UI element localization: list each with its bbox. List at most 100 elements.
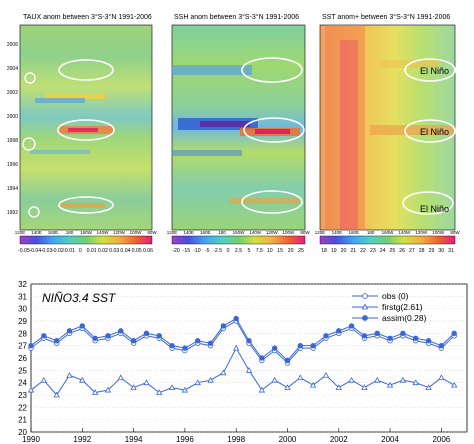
data-point xyxy=(232,344,240,351)
y-tick-label: 2000 xyxy=(7,114,18,120)
colorbar-label: 30 xyxy=(438,248,444,254)
x-tick-label: 1994 xyxy=(125,435,143,444)
data-point xyxy=(271,345,278,351)
data-point xyxy=(322,371,330,378)
x-tick-label: 140E xyxy=(332,230,343,235)
x-tick-label: 120W xyxy=(266,230,279,235)
colorbar-label: 25 xyxy=(298,248,304,254)
data-point xyxy=(399,376,407,383)
grid xyxy=(31,283,467,433)
x-tick-label: 100W xyxy=(282,230,295,235)
colorbar-label: 0.05 xyxy=(132,248,142,254)
x-tick-label: 140W xyxy=(249,230,262,235)
colorbar-label: 24 xyxy=(380,248,386,254)
data-point xyxy=(323,333,329,339)
x-tick-label: 1992 xyxy=(73,435,91,444)
x-tick-label: 1996 xyxy=(176,435,194,444)
colorbar-label: 18 xyxy=(321,248,327,254)
data-point xyxy=(271,376,278,383)
x-tick-label: 160E xyxy=(200,230,211,235)
legend-label: firstg(2.61) xyxy=(382,302,423,312)
panel-taux-xticks: 120E 140E 160E 180 160W 140W 120W 100W 80W xyxy=(15,230,158,235)
data-point xyxy=(195,338,201,344)
x-tick-label: 160W xyxy=(233,230,246,235)
y-tick-label: 25 xyxy=(18,366,27,375)
hovmoller-panels: TAUX anom between 3°S-3°N 1991-2006 120E… xyxy=(7,13,461,254)
x-tick-label: 80W xyxy=(300,230,310,235)
panel-taux-yticks: 1992 1994 1996 1998 2000 2002 2004 2006 xyxy=(7,42,18,216)
colorbar-label: -0.02 xyxy=(52,248,64,254)
data-point xyxy=(361,384,368,390)
data-point xyxy=(451,330,457,337)
data-point xyxy=(386,381,394,388)
data-point xyxy=(310,342,316,349)
data-point xyxy=(259,355,265,361)
colorbar-label: 20 xyxy=(341,248,347,254)
colorbar-label: 7.5 xyxy=(256,248,263,254)
data-point xyxy=(438,342,445,349)
series-lines xyxy=(27,315,458,398)
data-point xyxy=(66,371,73,378)
x-tick-label: 80W xyxy=(147,230,157,235)
x-tick-label: 120E xyxy=(167,230,178,235)
data-point xyxy=(194,379,201,386)
data-point xyxy=(361,333,368,339)
legend-marker xyxy=(362,315,368,321)
data-point xyxy=(117,374,124,381)
data-point xyxy=(297,342,303,349)
colorbar-label: 0.06 xyxy=(143,248,153,254)
colorbar-label: -0.01 xyxy=(63,248,75,254)
data-point xyxy=(309,381,317,388)
y-tick-label: 2006 xyxy=(7,42,18,48)
colorbar-label: 23 xyxy=(370,248,376,254)
x-tick-label: 2004 xyxy=(381,435,399,444)
data-point xyxy=(284,384,291,390)
legend-marker xyxy=(361,303,369,310)
data-point xyxy=(336,328,342,334)
legend-marker xyxy=(362,293,368,299)
colorbar-label: 22 xyxy=(360,248,366,254)
panel-ssh-title: SSH anom between 3°S-3°N 1991-2006 xyxy=(174,13,299,21)
x-tick-label: 2002 xyxy=(330,435,348,444)
x-tick-label: 2006 xyxy=(432,435,450,444)
data-point xyxy=(348,376,355,383)
colorbar-label: 0 xyxy=(227,248,230,254)
x-tick-label: 180 xyxy=(218,230,226,235)
colorbar-label: 10 xyxy=(267,248,273,254)
data-point xyxy=(130,384,137,390)
x-tick-label: 180 xyxy=(367,230,375,235)
y-tick-label: 1998 xyxy=(7,138,18,144)
colorbar-label: -0.03 xyxy=(41,248,53,254)
x-tick-label: 120E xyxy=(15,230,26,235)
data-point xyxy=(374,330,380,337)
x-tick-label: 160W xyxy=(80,230,93,235)
colorbar-label: 0.03 xyxy=(109,248,119,254)
data-point xyxy=(387,335,393,341)
data-point xyxy=(79,323,85,329)
colorbar-label: 15 xyxy=(277,248,283,254)
x-tick-label: 2000 xyxy=(279,435,297,444)
y-tick-label: 1994 xyxy=(7,186,18,192)
data-point xyxy=(118,328,124,334)
data-point xyxy=(105,333,111,339)
colorbar-label: 27 xyxy=(409,248,415,254)
data-point xyxy=(246,338,252,344)
data-point xyxy=(53,338,60,344)
panel-sst-xticks: 120E 140E 160E 180 160W 140W 120W 100W 80W xyxy=(315,230,461,235)
x-tick-label: 1998 xyxy=(227,435,245,444)
colorbar-label: 28 xyxy=(419,248,425,254)
series-line xyxy=(30,347,455,396)
colorbar-label: -0.04 xyxy=(29,248,41,254)
panel-taux: TAUX anom between 3°S-3°N 1991-2006 120E… xyxy=(7,13,157,254)
data-point xyxy=(413,335,419,341)
y-tick-label: 30 xyxy=(18,305,27,314)
x-tick-label: 140E xyxy=(183,230,194,235)
annotation-el-nino-3: El Niño xyxy=(420,204,449,214)
data-point xyxy=(220,369,227,376)
y-tick-label: 21 xyxy=(18,416,27,425)
colorbar-label: -2.5 xyxy=(213,248,222,254)
x-axis-ticks: 1990 1992 1994 1996 1998 2000 2002 2004 2006 xyxy=(22,428,451,444)
colorbar-label: 0.02 xyxy=(98,248,108,254)
annotation-el-nino-1: El Niño xyxy=(420,66,449,76)
y-axis-ticks: 20 21 22 23 24 25 26 27 28 29 30 31 32 xyxy=(18,280,27,437)
